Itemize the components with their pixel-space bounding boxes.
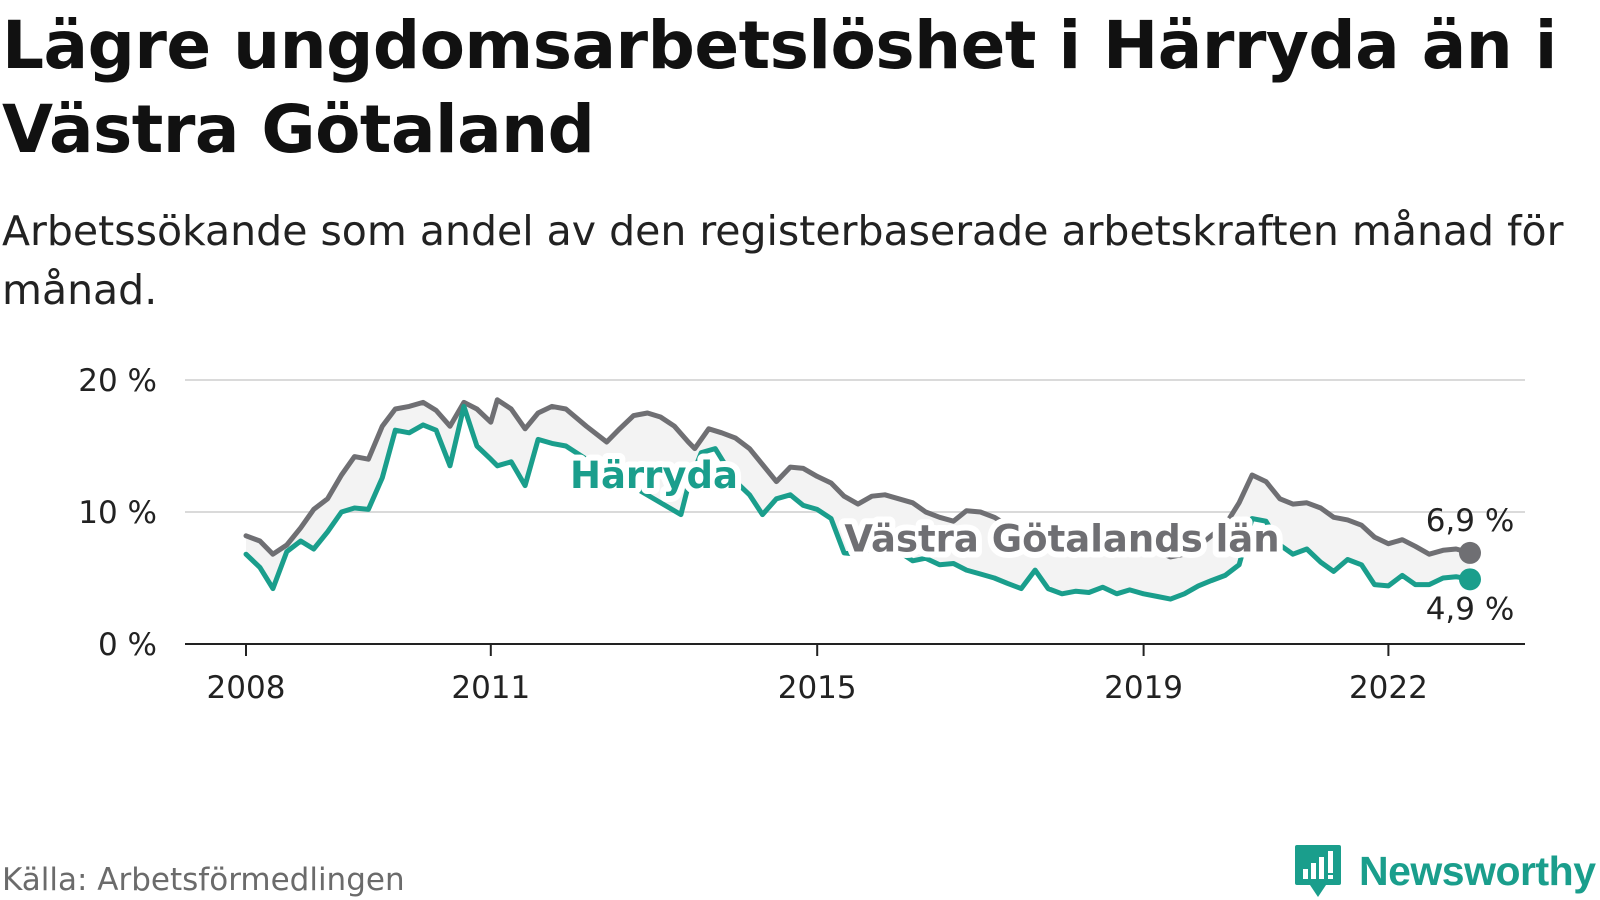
y-tick-label: 0 % (98, 627, 157, 663)
y-tick-label: 10 % (78, 495, 157, 531)
series-lines (243, 397, 1473, 602)
x-tick-label: 2008 (207, 670, 286, 706)
source-note: Källa: Arbetsförmedlingen (2, 862, 405, 898)
end-value-label-harryda: 4,9 % (1426, 591, 1515, 627)
x-tick-label: 2015 (778, 670, 857, 706)
line-harryda (243, 403, 1473, 602)
newsworthy-logo[interactable]: Newsworthy (1293, 843, 1596, 899)
line-vastra (243, 397, 1473, 560)
line-chart: 2008 2011 2015 2019 2022 0 % 10 % 20 % 6,9 % 4,… (78, 363, 1525, 706)
x-axis-ticks: 2008 2011 2015 2019 2022 (207, 644, 1428, 706)
series-name-vastra: Västra Götalands län (844, 518, 1279, 561)
newsworthy-logo-icon (1295, 845, 1341, 897)
x-tick-label: 2022 (1349, 670, 1428, 706)
end-dot-vastra (1459, 541, 1481, 564)
y-axis-labels: 0 % 10 % 20 % (78, 363, 157, 663)
brand-name: Newsworthy (1359, 847, 1596, 894)
chart-subtitle: Arbetssökande som andel av den registerb… (2, 207, 1564, 314)
end-dot-harryda (1459, 568, 1481, 591)
y-tick-label: 20 % (78, 363, 157, 399)
x-tick-label: 2019 (1104, 670, 1183, 706)
end-markers (1459, 541, 1481, 591)
chart-title: Lägre ungdomsarbetslöshet i Härryda än i… (2, 7, 1557, 168)
end-value-label-vastra: 6,9 % (1426, 503, 1515, 539)
series-name-harryda: Härryda (570, 454, 738, 497)
x-tick-label: 2011 (451, 670, 530, 706)
series-labels: 6,9 % 4,9 % Härryda Västra Götalands län (564, 448, 1515, 627)
